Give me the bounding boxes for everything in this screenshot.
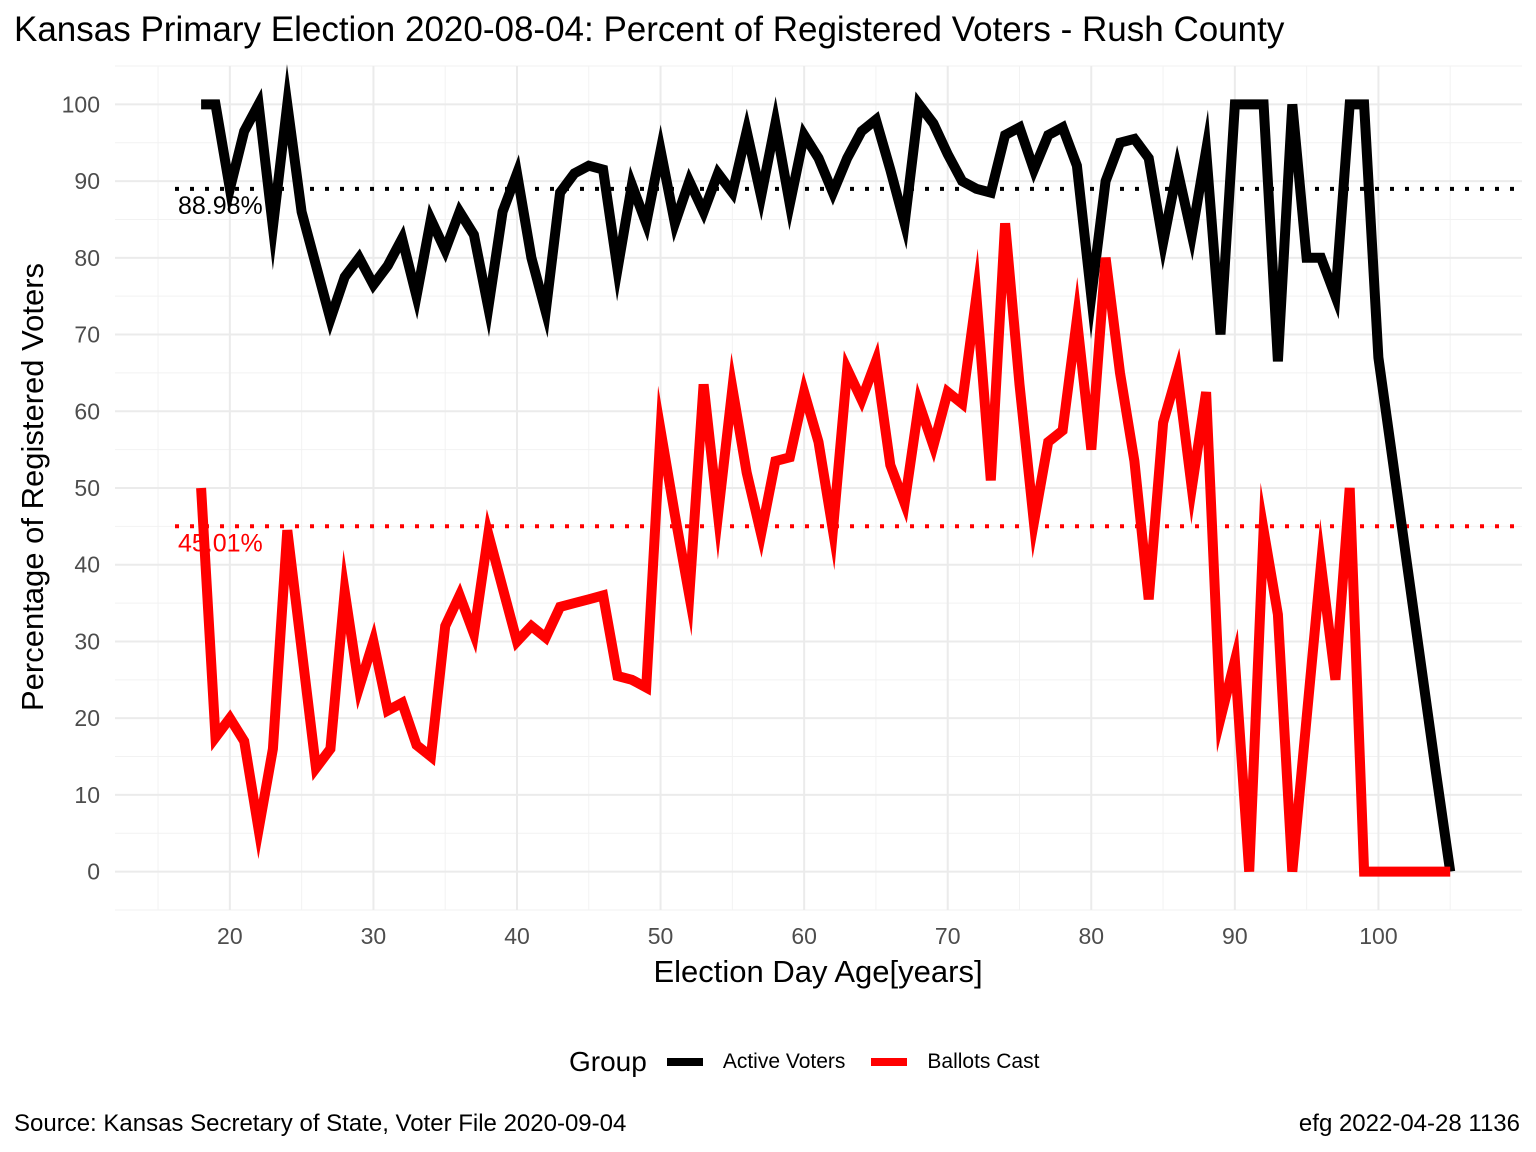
series-line-1 bbox=[196, 222, 1451, 877]
y-tick-label: 0 bbox=[87, 859, 100, 885]
legend: Group Active Voters Ballots Cast bbox=[569, 1044, 1065, 1080]
legend-item-ballots-cast: Ballots Cast bbox=[871, 1050, 1039, 1074]
y-tick-label: 10 bbox=[74, 782, 100, 808]
series-line-0 bbox=[201, 64, 1456, 873]
x-tick-label: 90 bbox=[1222, 923, 1248, 949]
series-lines bbox=[196, 64, 1456, 877]
source-caption: Source: Kansas Secretary of State, Voter… bbox=[14, 1110, 627, 1137]
y-tick-label: 30 bbox=[74, 628, 100, 654]
y-axis-ticks: 0 10 20 30 40 50 60 70 80 90 100 bbox=[62, 91, 100, 884]
legend-title: Group bbox=[569, 1046, 647, 1077]
y-tick-label: 70 bbox=[74, 322, 100, 348]
reference-lines bbox=[175, 186, 1522, 529]
y-tick-label: 50 bbox=[74, 475, 100, 501]
y-tick-label: 80 bbox=[74, 245, 100, 271]
x-tick-label: 100 bbox=[1359, 923, 1397, 949]
legend-key-active-voters bbox=[666, 1058, 703, 1066]
legend-item-active-voters: Active Voters bbox=[666, 1050, 846, 1074]
x-tick-label: 70 bbox=[935, 923, 961, 949]
y-axis-label: Percentage of Registered Voters bbox=[15, 262, 50, 712]
legend-label-active-voters: Active Voters bbox=[722, 1050, 846, 1073]
y-tick-label: 100 bbox=[62, 91, 100, 117]
reference-labels: 88.98% 45.01% bbox=[178, 192, 263, 557]
x-axis-label: Election Day Age[years] bbox=[653, 954, 983, 989]
y-tick-label: 40 bbox=[74, 552, 100, 578]
y-tick-label: 60 bbox=[74, 398, 100, 424]
x-tick-label: 30 bbox=[361, 923, 387, 949]
x-tick-label: 50 bbox=[648, 923, 674, 949]
reference-label-0: 88.98% bbox=[178, 192, 263, 220]
x-tick-label: 20 bbox=[217, 923, 243, 949]
reference-label-1: 45.01% bbox=[178, 529, 263, 557]
major-gridlines bbox=[115, 66, 1522, 910]
legend-key-ballots-cast bbox=[871, 1058, 908, 1066]
y-tick-label: 90 bbox=[74, 168, 100, 194]
y-tick-label: 20 bbox=[74, 705, 100, 731]
x-tick-label: 80 bbox=[1078, 923, 1104, 949]
x-axis-ticks: 20 30 40 50 60 70 80 90 100 bbox=[217, 923, 1398, 949]
legend-label-ballots-cast: Ballots Cast bbox=[927, 1050, 1040, 1073]
x-tick-label: 60 bbox=[791, 923, 817, 949]
chart-title: Kansas Primary Election 2020-08-04: Perc… bbox=[14, 10, 1285, 49]
credit-caption: efg 2022-04-28 1136 bbox=[1298, 1110, 1520, 1137]
x-tick-label: 40 bbox=[504, 923, 530, 949]
